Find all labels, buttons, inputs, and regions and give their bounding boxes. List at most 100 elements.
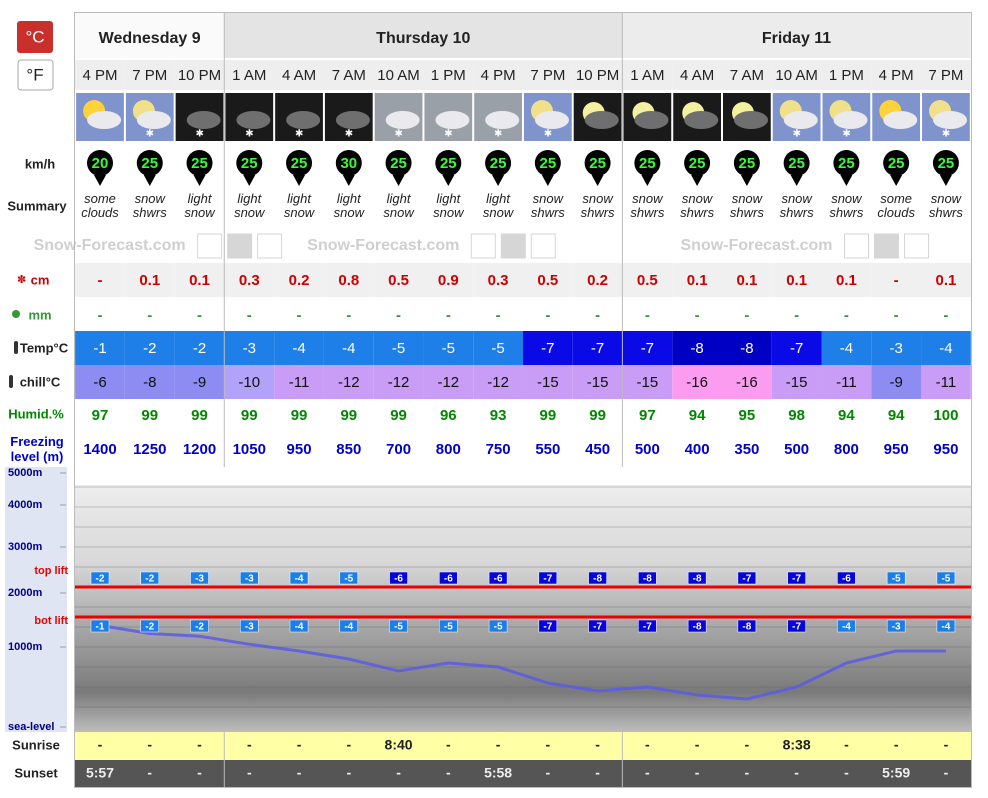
day-name: Friday 11 — [762, 30, 831, 47]
lift-temp-box — [538, 619, 558, 633]
chill-value: -9 — [889, 374, 902, 391]
chill-cell — [423, 365, 474, 399]
fahrenheit-label: °F — [26, 65, 43, 84]
temp-cell — [124, 331, 175, 365]
temp-cell — [174, 331, 225, 365]
rain-value: - — [247, 307, 252, 324]
summary-text: snow shwrs — [928, 192, 963, 220]
sunrise-value: - — [147, 737, 152, 753]
snowflake: ✱ — [494, 129, 502, 140]
lift-temp: -5 — [444, 622, 453, 633]
snow-value: 0.1 — [935, 272, 956, 289]
chill-value: -11 — [289, 374, 310, 391]
freezing-value: 800 — [436, 441, 461, 458]
freezing-value: 1250 — [133, 441, 166, 458]
wind-label: km/h — [25, 156, 55, 171]
freezing-value: 400 — [685, 441, 710, 458]
wind-speed: 25 — [241, 155, 258, 172]
summary-text-box: snow shwrs — [780, 192, 814, 220]
snow-cell — [174, 263, 225, 297]
top-lift-label: top lift — [34, 565, 68, 577]
humid-value: 99 — [539, 407, 556, 424]
temp-value: -4 — [840, 340, 853, 357]
temp-value: -4 — [342, 340, 355, 357]
lift-temp: -2 — [96, 574, 105, 585]
summary-text-box: light snow — [184, 192, 214, 220]
cloud — [783, 111, 818, 129]
lift-temp: -7 — [742, 574, 751, 585]
snow-cell — [821, 263, 872, 297]
rain-value: - — [645, 307, 650, 324]
time-cell — [423, 60, 474, 90]
wind-speed: 25 — [689, 155, 706, 172]
temp-value: -5 — [491, 340, 504, 357]
temp-cell — [373, 331, 424, 365]
lift-temp-box — [687, 571, 707, 585]
temp-cell — [572, 331, 623, 365]
wind-arrow — [890, 175, 903, 186]
snow-value: 0.1 — [139, 272, 160, 289]
wind-speed: 25 — [838, 155, 855, 172]
wind-speed: 25 — [291, 155, 308, 172]
freezing-value: 750 — [486, 441, 511, 458]
watermark: Snow-Forecast.com — [307, 237, 459, 254]
time-cell — [323, 60, 374, 90]
wind-speed: 25 — [639, 155, 656, 172]
lift-temp-box — [488, 571, 508, 585]
altitude-label: 4000m — [8, 499, 42, 511]
wind-arrow — [740, 175, 753, 186]
temp-value: -5 — [392, 340, 405, 357]
lift-temp: -3 — [245, 574, 254, 585]
lift-temp: -8 — [742, 622, 751, 633]
humid-value: 94 — [689, 407, 706, 424]
upper-sky — [75, 467, 972, 485]
freezing-value: 450 — [585, 441, 610, 458]
lift-temp-box — [787, 619, 806, 633]
rain-value: - — [147, 307, 152, 324]
time-cell — [771, 60, 822, 90]
time-cell — [522, 60, 573, 90]
humid-value: 99 — [291, 407, 308, 424]
summary-text: some clouds — [877, 192, 915, 220]
lift-temp: -7 — [593, 622, 602, 633]
day-name: Thursday 10 — [376, 30, 470, 47]
snow-cell — [771, 263, 822, 297]
lift-temp: -6 — [394, 574, 403, 585]
lift-temp-box — [289, 619, 309, 633]
wind-arrow — [790, 175, 803, 186]
cloud — [833, 111, 868, 129]
time-label: 4 PM — [82, 67, 117, 84]
rain-icon — [12, 310, 20, 318]
watermark-icon — [500, 233, 526, 259]
freezing-value: 550 — [535, 441, 560, 458]
chill-cell — [473, 365, 523, 399]
sunset-value: - — [247, 765, 252, 781]
humid-value: 97 — [639, 407, 656, 424]
table-border — [74, 12, 972, 788]
lift-temp: -5 — [394, 622, 403, 633]
freezing-label-box: Freezing level (m) — [10, 434, 63, 464]
time-cell — [871, 60, 922, 90]
chill-cell — [75, 365, 125, 399]
time-label: 1 AM — [232, 67, 266, 84]
chill-value: -6 — [93, 374, 106, 391]
altitude-label: 3000m — [8, 541, 42, 553]
fahrenheit-button[interactable] — [17, 59, 54, 91]
sunrise-value: - — [197, 737, 202, 753]
temp-cell — [622, 331, 673, 365]
lift-temp-box — [389, 571, 408, 585]
lift-temp: -8 — [593, 574, 602, 585]
temp-value: -8 — [690, 340, 703, 357]
celsius-button[interactable] — [17, 21, 53, 53]
lift-temp-box — [240, 619, 259, 633]
lift-temp-box — [140, 571, 160, 585]
time-cell — [473, 60, 523, 90]
watermark-icon — [904, 233, 930, 259]
snow-cell — [871, 263, 922, 297]
wind-arrow — [691, 175, 704, 186]
sunrise-value: - — [346, 737, 351, 753]
time-label: 7 AM — [730, 67, 764, 84]
lift-temp-box — [687, 619, 707, 633]
summary-text-box: snow shwrs — [829, 192, 863, 220]
bot-lift-label: bot lift — [34, 615, 68, 627]
